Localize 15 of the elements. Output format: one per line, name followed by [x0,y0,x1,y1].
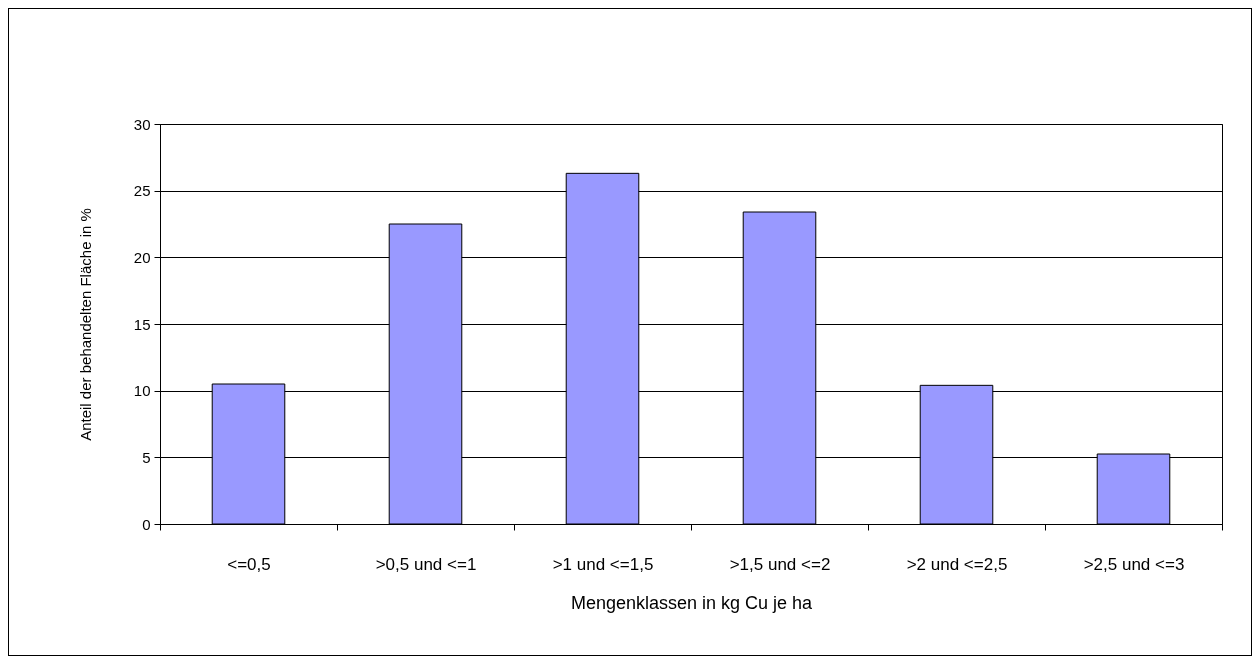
x-tick-label: >1,5 und <=2 [729,554,831,574]
x-tick-label: >1 und <=1,5 [552,554,654,574]
x-axis-title: Mengenklassen in kg Cu je ha [570,592,814,613]
x-tick-label: >2 und <=2,5 [906,554,1008,574]
x-tick-label: <=0,5 [227,554,271,574]
y-tick-label: 15 [133,315,151,333]
y-tick-label: 10 [133,382,151,400]
x-tick-label: >0,5 und <=1 [375,554,477,574]
y-tick-label: 25 [133,182,151,200]
y-axis-title: Anteil der behandelten Fläche in % [76,208,94,441]
x-tick-label: >2,5 und <=3 [1083,554,1185,574]
y-tick-label: 0 [142,515,151,533]
y-tick-label: 30 [133,115,151,133]
y-tick-label: 20 [133,248,151,266]
y-tick-label: 5 [142,448,151,466]
